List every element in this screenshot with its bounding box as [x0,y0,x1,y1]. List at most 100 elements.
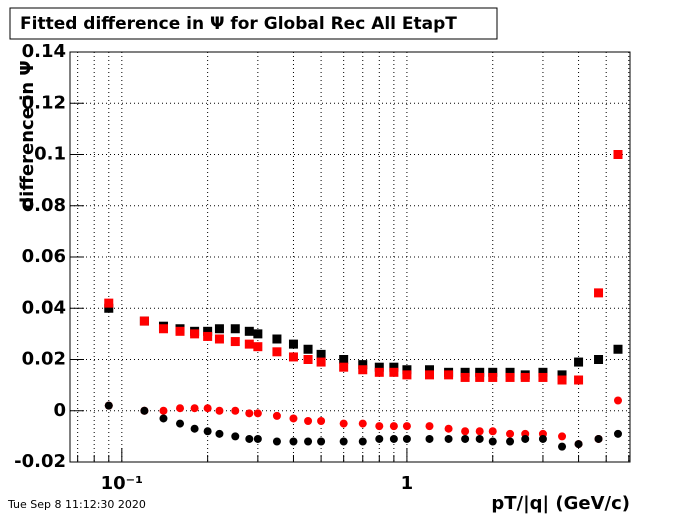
square-marker [389,362,399,372]
circle-marker [475,434,484,443]
circle-marker [304,437,313,446]
circle-marker [215,406,224,415]
circle-marker [245,409,254,418]
square-marker [488,372,498,382]
circle-marker [558,442,567,451]
square-marker [244,326,254,336]
circle-marker [613,429,622,438]
square-marker [253,342,263,352]
circle-marker [159,414,168,423]
circle-marker [272,437,281,446]
square-marker [358,365,368,375]
square-marker [288,352,298,362]
x-tick-label: 1 [401,473,414,494]
square-marker [244,339,254,349]
y-tick-label: 0.02 [22,349,66,370]
circle-marker [203,427,212,436]
y-tick-label: 0.1 [34,144,66,165]
circle-marker [215,429,224,438]
square-marker [402,365,412,375]
circle-marker [521,434,530,443]
square-marker [424,370,434,380]
square-marker [272,334,282,344]
square-marker [288,339,298,349]
circle-marker [289,414,298,423]
square-marker [253,329,263,339]
circle-marker [488,437,497,446]
circle-marker [203,404,212,413]
circle-marker [339,419,348,428]
circle-marker [444,424,453,433]
square-marker [475,367,485,377]
circle-marker [375,434,384,443]
circle-marker [488,427,497,436]
square-marker [339,362,349,372]
circle-marker [304,417,313,425]
y-tick-label: 0.12 [22,92,66,113]
chart-title: Fitted difference in Ψ for Global Rec Al… [20,14,457,34]
circle-marker [253,434,262,443]
square-marker [557,375,567,385]
circle-marker [444,434,453,443]
square-marker [358,360,368,370]
y-tick-label: 0.14 [22,41,66,62]
circle-marker [317,417,326,425]
y-tick-label: 0.06 [22,246,66,267]
circle-marker [558,432,567,441]
square-marker [538,367,548,377]
circle-marker [231,406,240,415]
circle-marker [389,434,398,443]
square-marker [574,357,584,367]
square-marker [460,372,470,382]
square-marker [158,324,168,334]
circle-marker [358,437,367,446]
x-tick-label: 10⁻¹ [101,473,143,494]
square-marker [520,372,530,382]
square-marker [594,288,604,298]
circle-marker [389,422,398,431]
square-marker [203,326,213,336]
square-marker [557,370,567,380]
square-marker [139,316,149,326]
square-marker [214,324,224,334]
y-tick-label: 0.04 [22,297,66,318]
square-marker [303,355,313,364]
circle-marker [104,401,113,410]
square-marker [505,367,515,377]
square-marker [488,367,498,377]
y-tick-label: -0.02 [14,451,66,472]
circle-marker [506,429,515,438]
circle-marker [317,437,326,446]
circle-marker [402,422,411,431]
circle-marker [140,406,149,415]
circle-marker [574,440,583,449]
circle-marker [425,422,434,431]
square-marker [475,372,485,382]
circle-marker [190,404,199,413]
square-marker [230,324,240,334]
circle-marker [461,434,470,443]
circle-marker [613,396,622,405]
circle-marker [475,427,484,436]
square-marker [303,344,313,354]
circle-marker [375,422,384,431]
square-marker [389,367,399,377]
circle-marker [176,404,185,413]
square-marker [613,344,623,354]
square-marker [460,367,470,377]
square-marker [272,347,282,357]
circle-marker [339,437,348,446]
circle-marker [358,419,367,428]
circle-marker [461,427,470,436]
circle-marker [176,419,185,428]
circle-marker [425,434,434,443]
circle-marker [506,437,515,446]
square-marker [505,372,515,382]
y-axis-label: difference in Ψ [17,60,38,209]
square-marker [538,372,548,382]
square-marker [104,303,114,313]
circle-marker [245,434,254,443]
circle-marker [272,411,281,420]
square-marker [402,370,412,380]
